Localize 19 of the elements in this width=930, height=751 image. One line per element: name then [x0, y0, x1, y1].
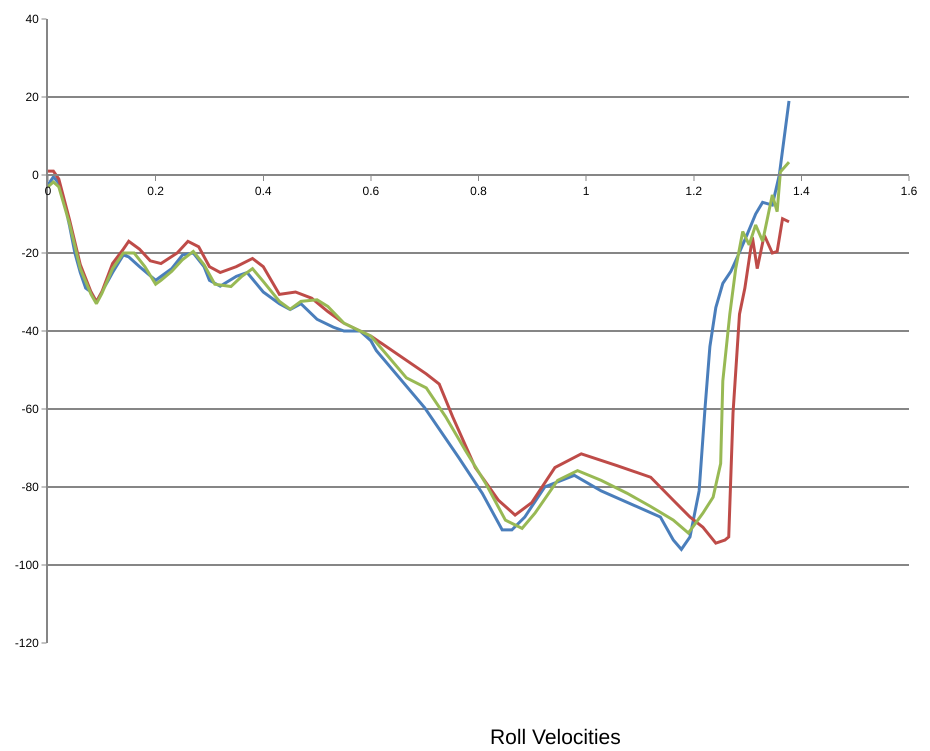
y-tick-label: 0 [32, 168, 40, 182]
y-tick-label: -60 [22, 402, 40, 416]
x-tick-label: 0.4 [254, 184, 272, 198]
y-tick-label: 20 [25, 90, 40, 104]
x-tick-label: 0.2 [147, 184, 164, 198]
x-tick-label: 0.8 [470, 184, 488, 198]
y-tick-label: 40 [25, 12, 40, 26]
x-tick-label: 0 [44, 184, 52, 198]
x-tick-label: 1 [582, 184, 590, 198]
x-tick-label: 1.4 [793, 184, 810, 198]
x-tick-label: 1.6 [900, 184, 918, 198]
y-tick-label: -80 [22, 480, 40, 494]
y-tick-label: -20 [22, 246, 40, 260]
y-tick-label: -40 [22, 324, 40, 338]
y-tick-label: -120 [14, 636, 40, 650]
x-tick-label: 1.2 [685, 184, 702, 198]
text: Roll Velocities [490, 726, 621, 749]
x-tick-label: 0.6 [362, 184, 380, 198]
y-tick-label: -100 [14, 558, 40, 572]
